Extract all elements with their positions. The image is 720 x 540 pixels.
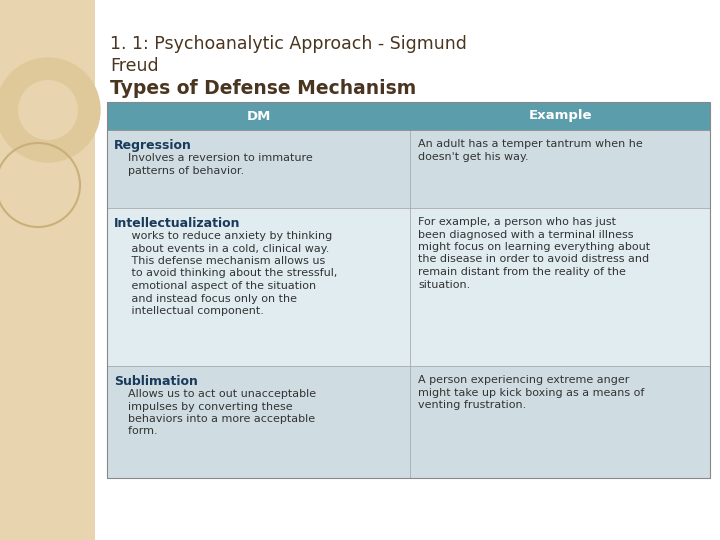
Bar [95,0,720,540]
Text: works to reduce anxiety by thinking: works to reduce anxiety by thinking [114,231,332,241]
Bar [107,102,710,130]
Text: venting frustration.: venting frustration. [418,400,526,410]
Text: patterns of behavior.: patterns of behavior. [114,165,244,176]
Text: Freud: Freud [110,57,158,75]
Text: intellectual component.: intellectual component. [114,306,264,316]
Bar [107,130,710,208]
Text: the disease in order to avoid distress and: the disease in order to avoid distress a… [418,254,649,265]
Circle shape [0,58,100,162]
Text: doesn't get his way.: doesn't get his way. [418,152,528,161]
Text: been diagnosed with a terminal illness: been diagnosed with a terminal illness [418,230,634,240]
Bar [107,366,710,478]
Text: 1. 1: Psychoanalytic Approach - Sigmund: 1. 1: Psychoanalytic Approach - Sigmund [110,35,467,53]
Text: might focus on learning everything about: might focus on learning everything about [418,242,650,252]
Text: Allows us to act out unacceptable: Allows us to act out unacceptable [114,389,316,399]
Bar [107,208,710,366]
Text: form.: form. [114,427,158,436]
Text: emotional aspect of the situation: emotional aspect of the situation [114,281,316,291]
Text: A person experiencing extreme anger: A person experiencing extreme anger [418,375,629,385]
Text: might take up kick boxing as a means of: might take up kick boxing as a means of [418,388,644,397]
Text: to avoid thinking about the stressful,: to avoid thinking about the stressful, [114,268,338,279]
Text: and instead focus only on the: and instead focus only on the [114,294,297,303]
Text: Regression: Regression [114,139,192,152]
Text: behaviors into a more acceptable: behaviors into a more acceptable [114,414,315,424]
Bar [107,102,710,478]
Text: about events in a cold, clinical way.: about events in a cold, clinical way. [114,244,329,253]
Text: remain distant from the reality of the: remain distant from the reality of the [418,267,626,277]
Text: Intellectualization: Intellectualization [114,217,240,230]
Text: Example: Example [528,110,592,123]
Text: Involves a reversion to immature: Involves a reversion to immature [114,153,312,163]
Text: Types of Defense Mechanism: Types of Defense Mechanism [110,79,416,98]
Text: An adult has a temper tantrum when he: An adult has a temper tantrum when he [418,139,643,149]
Text: situation.: situation. [418,280,470,289]
Text: This defense mechanism allows us: This defense mechanism allows us [114,256,325,266]
Text: impulses by converting these: impulses by converting these [114,402,292,411]
Text: DM: DM [246,110,271,123]
Circle shape [18,80,78,140]
Text: For example, a person who has just: For example, a person who has just [418,217,616,227]
Text: Sublimation: Sublimation [114,375,198,388]
